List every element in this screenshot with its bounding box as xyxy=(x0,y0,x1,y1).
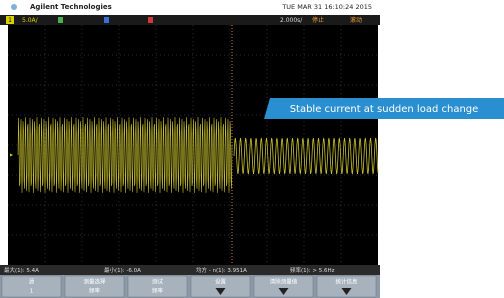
softkey-label: 统计信息 xyxy=(335,278,358,286)
softkey-label: 源 xyxy=(29,278,35,286)
softkey-label: 设置 xyxy=(215,278,227,286)
datetime: TUE MAR 31 16:10:24 2015 xyxy=(281,3,372,11)
brand: Agilent Technologies xyxy=(30,3,112,11)
channel: 1 xyxy=(8,17,12,24)
measurement: 频率(1): > 5.6Hz xyxy=(290,266,335,274)
annotation: Stable current at sudden load change xyxy=(290,104,479,115)
scale: 5.0A/ xyxy=(22,17,39,24)
softkey-label: 测量选择 xyxy=(83,278,106,286)
ch4-marker xyxy=(148,17,153,23)
ch3-marker xyxy=(104,17,109,23)
measurement: 最大(1): 5.4A xyxy=(4,266,39,274)
measurement: 最小(1): -6.0A xyxy=(104,266,141,274)
measurement: 均方 - n(1): 3.951A xyxy=(196,266,247,274)
softkey-value: 频率 xyxy=(152,287,164,295)
softkey-value: 频率 xyxy=(89,287,101,295)
brand-logo xyxy=(11,4,17,10)
ground-marker: ▸ xyxy=(10,152,13,159)
mode: 滚动 xyxy=(350,16,362,24)
scope-screenshot: Agilent Technologies TUE MAR 31 16:10:24… xyxy=(0,0,504,298)
state: 停止 xyxy=(312,16,324,24)
ch2-marker xyxy=(58,17,63,23)
softkey-label: 测试 xyxy=(152,278,164,286)
softkey-value: 1 xyxy=(30,289,34,295)
softkey-label: 清除测量值 xyxy=(270,278,298,286)
timebase: 2.000s/ xyxy=(280,17,303,24)
